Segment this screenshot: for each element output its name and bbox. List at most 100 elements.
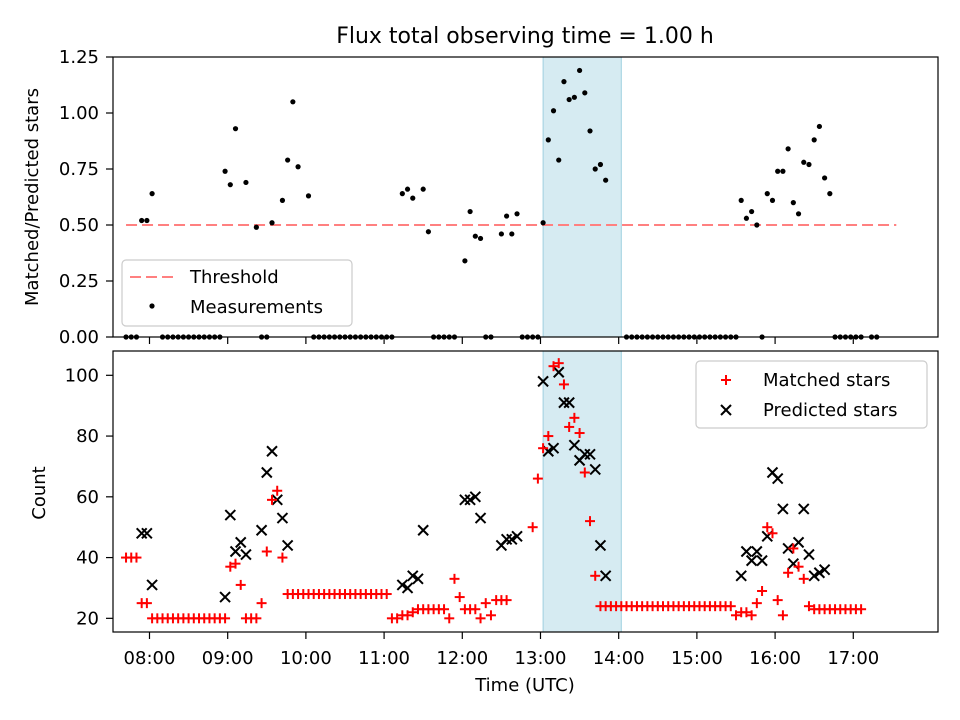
predicted-star-point bbox=[500, 533, 513, 546]
x-marker-b bbox=[141, 527, 153, 539]
x-marker-b bbox=[261, 466, 273, 479]
matched-star-point bbox=[501, 595, 512, 606]
matched-star-point bbox=[381, 589, 392, 600]
bottom-panel: 20 40 60 80 100 08:00 09:00 10:00 11:00 12:00 13:… bbox=[29, 350, 939, 696]
bottom-legend: Matched stars Predicted stars bbox=[695, 360, 928, 429]
x-tick-label: 08:00 bbox=[124, 648, 176, 669]
predicted-star-point bbox=[229, 545, 242, 558]
predicted-star-point bbox=[407, 570, 419, 582]
x-marker-b bbox=[281, 539, 294, 552]
y-tick-label: 0.75 bbox=[59, 159, 99, 180]
measurement-point bbox=[269, 220, 275, 226]
predicted-star-point bbox=[589, 463, 601, 476]
predicted-star-point bbox=[777, 503, 789, 515]
measurement-point bbox=[149, 191, 155, 197]
measurement-point bbox=[754, 222, 760, 228]
matched-star-point bbox=[220, 613, 231, 624]
predicted-star-point bbox=[224, 509, 237, 521]
measurement-point bbox=[144, 217, 150, 224]
x-marker-b bbox=[599, 570, 612, 582]
matched-star-point bbox=[803, 601, 814, 612]
top-plot-frame bbox=[112, 56, 939, 338]
measurement-point bbox=[738, 197, 744, 203]
x-marker-b bbox=[500, 533, 513, 546]
measurement-point bbox=[775, 168, 781, 174]
x-marker-b bbox=[396, 579, 409, 591]
measurement-point bbox=[582, 90, 588, 96]
predicted-star-point bbox=[579, 448, 591, 460]
predicted-star-point bbox=[146, 579, 158, 591]
matched-star-point bbox=[538, 443, 549, 454]
x-marker-b bbox=[417, 524, 429, 536]
x-marker-b bbox=[813, 567, 826, 579]
matched-star-point bbox=[272, 485, 283, 496]
predicted-star-point bbox=[813, 567, 826, 579]
matched-star-point bbox=[277, 552, 288, 563]
measurement-point bbox=[550, 108, 557, 114]
predicted-star-point bbox=[537, 375, 549, 388]
legend-x-marker bbox=[720, 404, 732, 416]
predicted-star-point bbox=[219, 591, 231, 603]
y-tick-label: 0.50 bbox=[59, 215, 99, 236]
matched-star-point bbox=[485, 610, 496, 621]
matched-star-point bbox=[548, 361, 559, 372]
bottom-y-axis: 20 40 60 80 100 bbox=[65, 365, 113, 629]
measurement-point bbox=[597, 161, 604, 168]
y-tick-label: 80 bbox=[76, 426, 99, 447]
bottom-plot-frame bbox=[112, 350, 939, 633]
measurement-point bbox=[743, 215, 750, 221]
x-marker-b bbox=[224, 509, 237, 521]
measurement-point bbox=[139, 217, 145, 224]
measurement-point bbox=[498, 231, 504, 237]
predicted-star-point bbox=[506, 533, 518, 546]
x-marker-b bbox=[459, 494, 471, 506]
x-marker-b bbox=[818, 564, 831, 576]
x-marker-b bbox=[146, 579, 158, 591]
matched-star-point bbox=[230, 558, 241, 569]
measurement-point bbox=[749, 208, 755, 215]
legend-matched-swatch bbox=[721, 375, 731, 385]
x-marker-b bbox=[553, 366, 565, 378]
matched-star-point bbox=[402, 610, 413, 621]
measurement-point bbox=[295, 164, 301, 170]
measurement-point bbox=[243, 179, 249, 186]
x-tick-label: 09:00 bbox=[202, 648, 254, 669]
matched-star-point bbox=[569, 412, 580, 423]
y-tick-label: 20 bbox=[76, 608, 99, 629]
matched-star-point bbox=[543, 431, 554, 442]
x-marker-b bbox=[756, 554, 768, 567]
predicted-star-point bbox=[464, 494, 476, 506]
x-marker-b bbox=[563, 396, 575, 409]
predicted-star-point bbox=[141, 527, 153, 539]
measurement-point bbox=[769, 197, 776, 203]
measurement-point bbox=[290, 99, 296, 105]
predicted-star-point bbox=[751, 545, 763, 558]
matched-star-point bbox=[757, 585, 768, 596]
predicted-star-point bbox=[396, 579, 409, 591]
x-marker-b bbox=[266, 445, 278, 457]
matched-star-point bbox=[783, 567, 794, 578]
measurement-point bbox=[576, 67, 583, 74]
matched-star-point bbox=[225, 561, 236, 572]
top-y-axis: 0.00 0.25 0.50 0.75 1.00 1.25 bbox=[59, 47, 113, 348]
x-marker-b bbox=[276, 512, 289, 524]
matched-star-point bbox=[590, 570, 601, 581]
measurement-point bbox=[545, 137, 551, 143]
measurement-point bbox=[561, 79, 567, 85]
legend-measurements-label: Measurements bbox=[190, 297, 323, 318]
predicted-star-point bbox=[261, 466, 273, 479]
chart-title: Flux total observing time = 1.00 h bbox=[336, 24, 714, 49]
measurement-point bbox=[305, 193, 312, 199]
measurement-point bbox=[279, 197, 286, 203]
x-marker-b bbox=[469, 491, 482, 503]
matched-stars-series bbox=[121, 358, 867, 624]
matched-star-point bbox=[788, 543, 799, 554]
x-marker-b bbox=[745, 554, 758, 567]
matched-star-point bbox=[762, 522, 773, 533]
matched-star-point bbox=[730, 610, 741, 621]
x-marker-b bbox=[240, 548, 252, 561]
matched-star-point bbox=[475, 613, 486, 624]
matched-star-point bbox=[131, 552, 142, 563]
x-marker-b bbox=[787, 557, 800, 570]
